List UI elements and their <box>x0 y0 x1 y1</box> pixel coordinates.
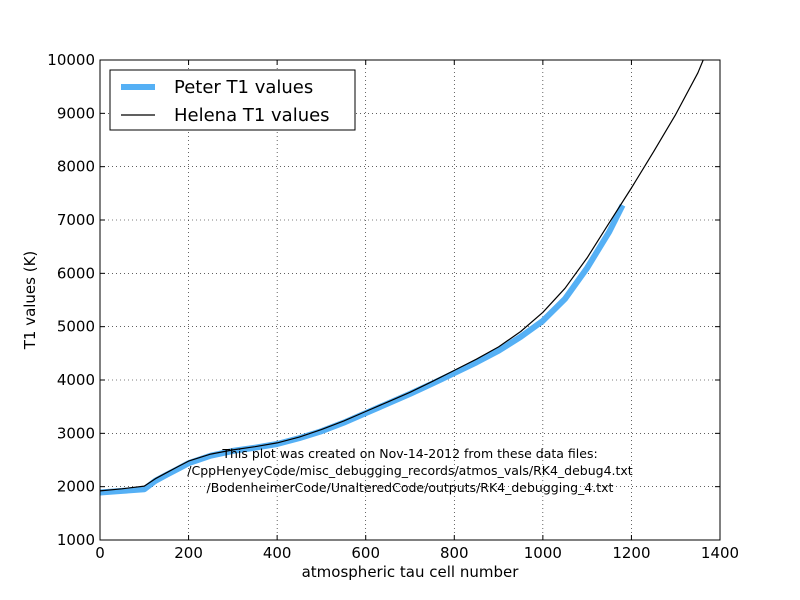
y-tick-label: 6000 <box>57 264 95 282</box>
y-tick-label: 7000 <box>57 211 95 229</box>
y-tick-label: 3000 <box>57 424 95 442</box>
x-tick-label: 800 <box>440 544 469 562</box>
x-tick-label: 0 <box>95 544 105 562</box>
y-tick-label: 2000 <box>57 478 95 496</box>
x-tick-label: 600 <box>351 544 380 562</box>
plot-frame <box>99 59 721 541</box>
legend-label-helena: Helena T1 values <box>174 105 330 126</box>
tick-labels: 0 200 400 600 800 1000 1200 1400 1000 2000 3000 400… <box>47 51 739 562</box>
x-tick-label: 1400 <box>701 544 739 562</box>
series-layer <box>100 60 704 496</box>
x-tick-label: 200 <box>174 544 203 562</box>
x-axis-label: atmospheric tau cell number <box>302 563 520 581</box>
y-tick-label: 10000 <box>47 51 95 69</box>
y-axis-label: T1 values (K) <box>21 251 39 351</box>
annotation-line: This plot was created on Nov-14-2012 fro… <box>221 446 597 461</box>
y-tick-label: 9000 <box>57 104 95 122</box>
annotation-line: /CppHenyeyCode/misc_debugging_records/at… <box>187 463 633 478</box>
legend: Peter T1 values Helena T1 values <box>109 69 356 131</box>
legend-label-peter: Peter T1 values <box>174 77 313 98</box>
series-line-peter <box>100 203 626 496</box>
annotation-line: /BodenheimerCode/UnalteredCode/outputs/R… <box>207 480 614 495</box>
annotation-block: This plot was created on Nov-14-2012 fro… <box>187 446 633 495</box>
y-tick-label: 1000 <box>57 531 95 549</box>
legend-box <box>109 69 356 131</box>
ticks <box>99 59 721 541</box>
y-tick-label: 5000 <box>57 318 95 336</box>
y-tick-label: 8000 <box>57 158 95 176</box>
series-line-helena <box>100 60 704 492</box>
x-tick-label: 400 <box>263 544 292 562</box>
x-tick-label: 1000 <box>524 544 562 562</box>
y-tick-label: 4000 <box>57 371 95 389</box>
x-tick-label: 1200 <box>612 544 650 562</box>
